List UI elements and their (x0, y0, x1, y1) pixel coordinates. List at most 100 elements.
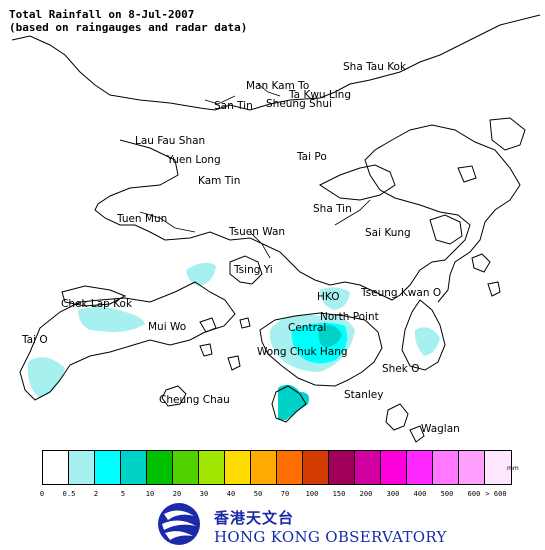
label-kam-tin: Kam Tin (198, 175, 240, 187)
po-toi-islands (199, 317, 251, 371)
legend-swatch (225, 451, 251, 484)
new-territories-coast (94, 124, 521, 303)
label-tai-o: Tai O (21, 334, 48, 346)
coastlines (11, 14, 541, 443)
legend-tick-label: 500 (440, 490, 454, 498)
label-hko: HKO (317, 291, 339, 303)
label-cheung-chau: Cheung Chau (159, 394, 230, 406)
legend-tick-label: 200 (359, 490, 373, 498)
legend-swatch (355, 451, 381, 484)
hong-kong-island (259, 312, 383, 387)
legend-swatch (381, 451, 407, 484)
label-san-tin: San Tin (214, 100, 253, 112)
airport-island (61, 285, 127, 307)
label-tsuen-wan: Tsuen Wan (228, 226, 285, 238)
legend-tick-label: 300 (386, 490, 400, 498)
label-sha-tin: Sha Tin (313, 203, 352, 215)
road-man-kam-to (257, 83, 281, 97)
label-north-point: North Point (320, 311, 379, 323)
logo-chinese-text: 香港天文台 (214, 509, 295, 527)
label-sai-kung: Sai Kung (365, 227, 411, 239)
mirs-bay (457, 117, 526, 183)
legend-swatch (121, 451, 147, 484)
legend-tick-label: 600 (467, 490, 481, 498)
label-shek-o: Shek O (382, 363, 419, 375)
legend-swatch (173, 451, 199, 484)
legend-swatch (147, 451, 173, 484)
legend-swatch (199, 451, 225, 484)
road-sha-tin (334, 199, 371, 226)
label-tseung-kwan-o: Tseung Kwan O (360, 287, 441, 299)
legend-swatch (407, 451, 433, 484)
legend-swatch (329, 451, 355, 484)
label-tai-po: Tai Po (296, 151, 327, 163)
label-wong-chuk-hang: Wong Chuk Hang (257, 346, 348, 358)
tolo-harbour (318, 164, 396, 201)
rain-area-tai-o (27, 357, 65, 398)
legend-swatch (69, 451, 95, 484)
label-central: Central (288, 322, 326, 334)
road-san-tin (204, 95, 236, 105)
legend-tick-label: 40 (226, 490, 236, 498)
legend-unit: mm (507, 465, 519, 472)
legend-swatch (433, 451, 459, 484)
rain-area-tsing-yi (186, 262, 216, 286)
label-tsing-yi: Tsing Yi (233, 264, 273, 276)
legend-swatch (251, 451, 277, 484)
legend-swatch (459, 451, 485, 484)
rain-area-lantau (78, 306, 145, 333)
legend-swatch (95, 451, 121, 484)
lantau-island (19, 281, 236, 401)
sai-kung-islands (385, 214, 501, 443)
label-sha-tau-kok: Sha Tau Kok (343, 61, 407, 73)
legend-tick-label: 5 (120, 490, 126, 498)
title-line-1: Total Rainfall on 8-Jul-2007 (9, 8, 195, 21)
title-line-2: (based on raingauges and radar data) (9, 21, 248, 34)
legend-tick-label: 70 (280, 490, 290, 498)
legend-swatch (43, 451, 69, 484)
label-man-kam-to: Man Kam To (246, 80, 309, 92)
rain-area-kowloon (320, 287, 350, 310)
label-chek-lap-kok: Chek Lap Kok (61, 298, 133, 310)
legend-tick-label: 0.5 (62, 490, 76, 498)
hko-logo-icon (158, 503, 200, 545)
rain-area-teal-core (318, 325, 342, 347)
label-mui-wo: Mui Wo (148, 321, 186, 333)
road-tuen-mun (139, 211, 196, 233)
label-sheung-shui: Sheung Shui (266, 98, 332, 110)
logo-english-text: HONG KONG OBSERVATORY (214, 528, 447, 546)
legend-tick-label: 0 (39, 490, 45, 498)
road-tuen-wan (249, 231, 271, 259)
rainfall-map: Sha Tau Kok Man Kam To Ta Kwu Ling San T… (11, 14, 541, 443)
legend-swatch (277, 451, 303, 484)
clear-water-bay (401, 299, 446, 371)
legend-tick-label: 30 (199, 490, 209, 498)
label-ta-kwu-ling: Ta Kwu Ling (288, 89, 351, 101)
legend-swatch (485, 451, 511, 484)
rain-area-lamma (278, 384, 309, 420)
label-waglan: Waglan (421, 423, 460, 435)
legend-tick-label: 20 (172, 490, 182, 498)
label-yuen-long: Yuen Long (166, 154, 221, 166)
legend-tick-label: 10 (145, 490, 155, 498)
legend-tick-label: 50 (253, 490, 263, 498)
rainfall-legend-bar (42, 450, 512, 485)
map-title: Total Rainfall on 8-Jul-2007 (based on r… (9, 8, 247, 34)
legend-tick-label: 2 (93, 490, 99, 498)
label-lau-fau-shan: Lau Fau Shan (135, 135, 205, 147)
legend-swatch (303, 451, 329, 484)
tsing-yi-island (229, 255, 263, 285)
roads (139, 83, 371, 259)
legend-tick-label: 100 (305, 490, 319, 498)
legend-tick-label: 400 (413, 490, 427, 498)
rainfall-shading (27, 262, 440, 420)
cheung-chau (161, 385, 187, 407)
shenzhen-coast (11, 14, 541, 111)
legend-tick-label: > 600 (485, 490, 507, 498)
label-stanley: Stanley (344, 389, 383, 401)
place-labels: Sha Tau Kok Man Kam To Ta Kwu Ling San T… (21, 61, 460, 435)
legend-tick-label: 150 (332, 490, 346, 498)
rain-area-sai-kung-south (414, 327, 440, 356)
label-tuen-mun: Tuen Mun (116, 213, 167, 225)
lamma-island (271, 385, 307, 423)
